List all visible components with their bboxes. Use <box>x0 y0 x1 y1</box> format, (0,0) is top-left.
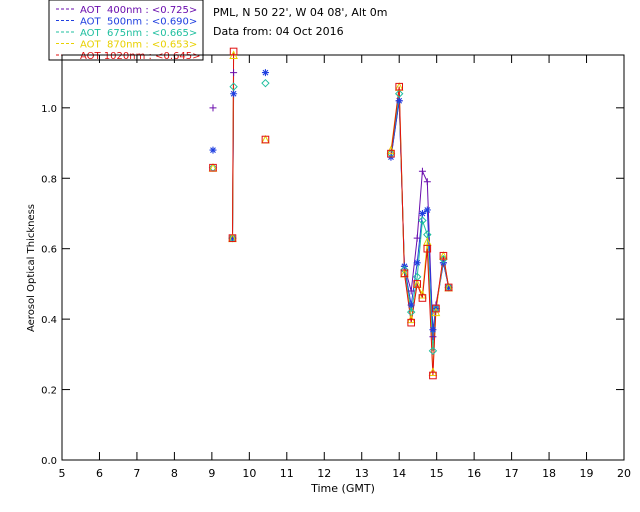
data-point <box>228 234 237 242</box>
data-point <box>229 82 238 91</box>
station-info: PML, N 50 22', W 04 08', Alt 0m <box>213 6 387 19</box>
date-info: Data from: 04 Oct 2016 <box>213 25 344 38</box>
x-tick-label: 18 <box>542 467 556 480</box>
data-point <box>418 294 427 302</box>
x-tick-label: 19 <box>580 467 594 480</box>
y-tick-label: 0.0 <box>41 456 57 467</box>
x-tick-label: 6 <box>96 467 103 480</box>
x-tick-label: 14 <box>392 467 406 480</box>
data-point <box>423 244 432 253</box>
x-tick-label: 7 <box>133 467 140 480</box>
data-point <box>395 82 403 91</box>
data-point <box>439 255 448 264</box>
legend-entry: AOT 870nm : <0.653> <box>80 40 197 51</box>
x-tick-label: 8 <box>171 467 178 480</box>
data-point <box>230 69 238 77</box>
data-point <box>209 163 217 172</box>
data-point <box>394 89 404 98</box>
data-point <box>423 206 431 214</box>
data-point <box>439 251 448 260</box>
data-point <box>407 318 415 327</box>
data-point <box>432 304 440 313</box>
data-point <box>423 178 431 186</box>
y-tick-label: 1.0 <box>41 104 57 115</box>
data-point <box>400 265 409 275</box>
y-tick-label: 0.8 <box>41 174 57 185</box>
data-point <box>445 283 453 291</box>
data-point <box>429 333 437 341</box>
legend-entry: AOT 675nm : <0.665> <box>80 28 197 39</box>
data-point <box>418 216 427 225</box>
y-tick-label: 0.6 <box>41 245 57 256</box>
data-point <box>407 287 415 295</box>
x-tick-label: 11 <box>280 467 294 480</box>
x-tick-label: 17 <box>505 467 519 480</box>
x-axis-label: Time (GMT) <box>310 482 375 495</box>
data-point <box>429 326 437 334</box>
legend-entry: AOT 1020nm : <0.645> <box>80 51 200 62</box>
legend-box <box>48 0 204 61</box>
data-point <box>261 135 270 144</box>
legend-entry: AOT 500nm : <0.690> <box>80 17 197 28</box>
y-tick-label: 0.2 <box>41 386 57 397</box>
data-point <box>413 234 421 242</box>
x-tick-label: 20 <box>617 467 631 480</box>
data-point <box>418 209 426 217</box>
data-point <box>230 90 238 98</box>
data-point <box>228 234 236 242</box>
data-point <box>444 283 453 292</box>
series-markers <box>208 47 453 380</box>
axes: 5 6 7 8 9 10 11 12 13 14 15 16 17 18 19 20 0.0 0.2 0.4 0.6 0… <box>41 55 631 480</box>
x-tick-label: 13 <box>355 467 369 480</box>
data-point <box>261 78 270 88</box>
data-point <box>418 167 426 175</box>
data-point <box>261 69 269 77</box>
data-point <box>413 259 421 267</box>
data-point <box>429 371 437 380</box>
x-tick-label: 10 <box>242 467 256 480</box>
plot-frame <box>61 54 625 461</box>
data-point <box>387 149 395 158</box>
legend-entry: AOT 400nm : <0.725> <box>80 5 197 16</box>
data-point <box>400 269 409 278</box>
data-point <box>209 104 217 112</box>
y-tick-label: 0.4 <box>41 315 57 326</box>
x-tick-label: 9 <box>208 467 215 480</box>
data-point <box>395 97 403 105</box>
data-point <box>229 47 238 56</box>
x-tick-label: 12 <box>317 467 331 480</box>
y-axis-label: Aerosol Optical Thickness <box>26 204 37 332</box>
data-point <box>413 280 421 288</box>
data-point <box>407 301 415 309</box>
data-point <box>209 146 217 154</box>
data-point <box>428 346 438 356</box>
x-tick-label: 15 <box>430 467 444 480</box>
x-tick-label: 5 <box>59 467 66 480</box>
x-tick-label: 16 <box>467 467 481 480</box>
